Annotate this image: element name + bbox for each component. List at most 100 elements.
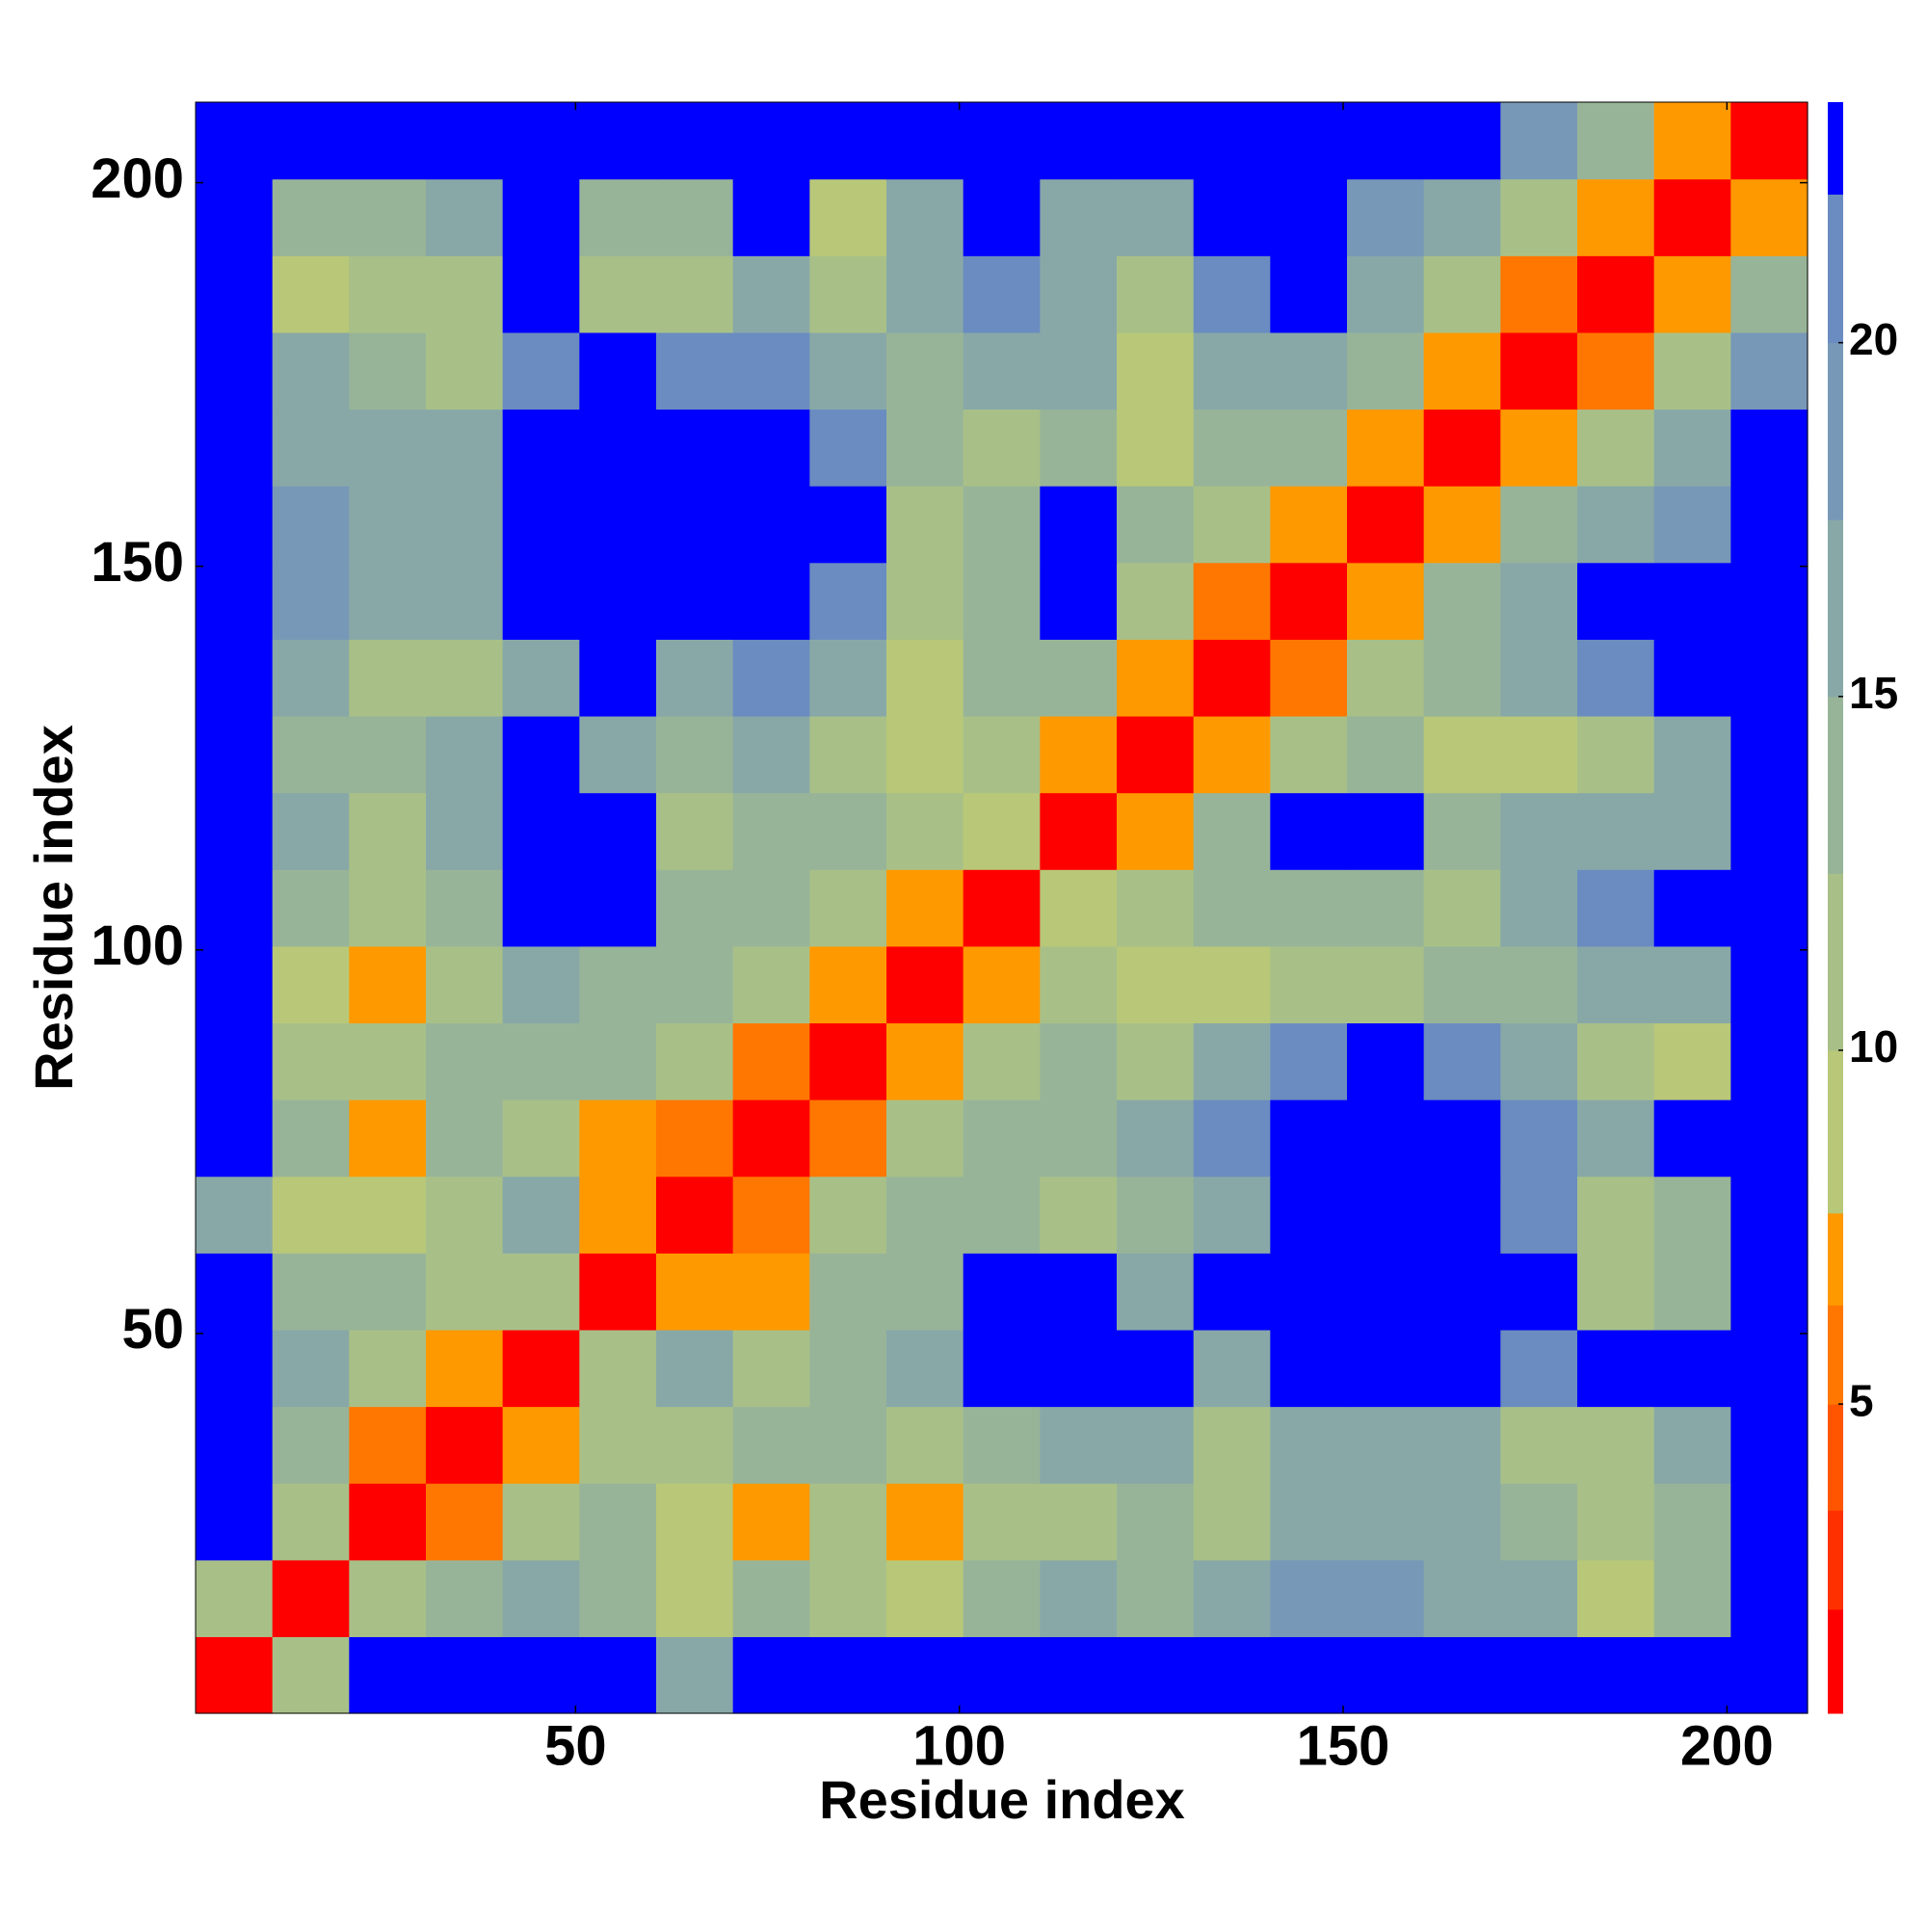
heatmap-cell xyxy=(1500,1406,1578,1484)
heatmap-cell xyxy=(1347,715,1425,794)
heatmap-cell xyxy=(963,1483,1041,1561)
x-axis-title: Residue index xyxy=(819,1769,1185,1830)
heatmap-cell xyxy=(732,1483,810,1561)
heatmap-cell xyxy=(1653,1099,1731,1178)
heatmap-cell xyxy=(426,102,504,180)
heatmap-cell xyxy=(1423,178,1501,256)
heatmap-cell xyxy=(656,102,734,180)
heatmap-cell xyxy=(272,1559,350,1637)
colorbar-band xyxy=(1828,342,1843,520)
heatmap-cell xyxy=(963,792,1041,870)
heatmap-cells xyxy=(196,102,1808,1714)
heatmap-cell xyxy=(1040,409,1118,487)
heatmap-cell xyxy=(809,639,887,717)
heatmap-cell xyxy=(1500,1636,1578,1714)
heatmap-cell xyxy=(1653,715,1731,794)
heatmap-cell xyxy=(656,486,734,564)
heatmap-cell xyxy=(349,1559,427,1637)
heatmap-cell xyxy=(1193,1329,1271,1408)
heatmap-cell xyxy=(1117,945,1195,1024)
heatmap-cell xyxy=(1193,178,1271,256)
heatmap-cell xyxy=(1577,409,1655,487)
heatmap-cell xyxy=(656,1099,734,1178)
heatmap-cell xyxy=(196,1636,274,1714)
heatmap-cell xyxy=(1270,1099,1348,1178)
heatmap-cell xyxy=(886,562,964,640)
heatmap-cell xyxy=(196,562,274,640)
heatmap-cell xyxy=(732,1329,810,1408)
heatmap-cell xyxy=(1653,409,1731,487)
x-tick-label: 100 xyxy=(912,1714,1006,1777)
heatmap-cell xyxy=(349,715,427,794)
heatmap-cell xyxy=(1423,562,1501,640)
y-tick-label: 50 xyxy=(121,1298,184,1361)
heatmap-cell xyxy=(1730,869,1808,947)
heatmap-cell xyxy=(1730,1559,1808,1637)
heatmap-cell xyxy=(1730,1329,1808,1408)
heatmap-cell xyxy=(963,1253,1041,1331)
heatmap-cell xyxy=(1577,1483,1655,1561)
heatmap-cell xyxy=(1577,1406,1655,1484)
heatmap-cell xyxy=(809,486,887,564)
heatmap-cell xyxy=(1040,1636,1118,1714)
heatmap-cell xyxy=(1193,1022,1271,1100)
heatmap-cell xyxy=(1193,869,1271,947)
heatmap-cell xyxy=(1653,1022,1731,1100)
heatmap-cell xyxy=(1730,1176,1808,1254)
heatmap-cell xyxy=(1577,1636,1655,1714)
heatmap-cell xyxy=(1117,562,1195,640)
heatmap-cell xyxy=(1653,1406,1731,1484)
heatmap-cell xyxy=(1577,1253,1655,1331)
heatmap-cell xyxy=(1193,102,1271,180)
heatmap-cell xyxy=(349,1253,427,1331)
heatmap-cell xyxy=(1577,255,1655,333)
heatmap-cell xyxy=(1117,869,1195,947)
heatmap-cell xyxy=(963,1636,1041,1714)
heatmap-cell xyxy=(963,178,1041,256)
heatmap-cell xyxy=(349,178,427,256)
heatmap-cell xyxy=(196,639,274,717)
heatmap-cell xyxy=(732,255,810,333)
heatmap-cell xyxy=(656,331,734,410)
heatmap-cell xyxy=(1653,1559,1731,1637)
heatmap-cell xyxy=(1653,1636,1731,1714)
heatmap-cell xyxy=(1347,178,1425,256)
heatmap-cell xyxy=(886,1636,964,1714)
heatmap-cell xyxy=(1193,486,1271,564)
heatmap-cell xyxy=(1117,102,1195,180)
heatmap-cell xyxy=(502,409,580,487)
heatmap-cell xyxy=(1730,945,1808,1024)
heatmap-cell xyxy=(1500,869,1578,947)
heatmap-cell xyxy=(1347,1559,1425,1637)
colorbar-band xyxy=(1828,1212,1843,1306)
heatmap-cell xyxy=(809,792,887,870)
heatmap-cell xyxy=(963,1406,1041,1484)
heatmap-cell xyxy=(809,715,887,794)
heatmap-cell xyxy=(1423,945,1501,1024)
heatmap-cell xyxy=(426,869,504,947)
heatmap-cell xyxy=(1423,869,1501,947)
heatmap-cell xyxy=(1653,1253,1731,1331)
heatmap-cell xyxy=(886,1406,964,1484)
heatmap-cell xyxy=(272,1253,350,1331)
heatmap-cell xyxy=(656,639,734,717)
heatmap-cell xyxy=(1040,1253,1118,1331)
heatmap-cell xyxy=(1347,869,1425,947)
heatmap-cell xyxy=(579,792,657,870)
heatmap-cell xyxy=(426,945,504,1024)
heatmap-cell xyxy=(272,102,350,180)
colorbar-tick-label: 15 xyxy=(1849,668,1898,718)
heatmap-cell xyxy=(886,102,964,180)
heatmap-cell xyxy=(1040,1559,1118,1637)
heatmap-cell xyxy=(349,1483,427,1561)
heatmap-cell xyxy=(1040,255,1118,333)
heatmap-cell xyxy=(1347,102,1425,180)
colorbar-band xyxy=(1828,1305,1843,1405)
heatmap-cell xyxy=(1117,715,1195,794)
heatmap-cell xyxy=(809,1022,887,1100)
colorbar-tick-label: 20 xyxy=(1849,314,1898,364)
x-tick-label: 200 xyxy=(1680,1714,1774,1777)
heatmap-cell xyxy=(1347,1636,1425,1714)
heatmap-cell xyxy=(196,1559,274,1637)
heatmap-cell xyxy=(272,486,350,564)
